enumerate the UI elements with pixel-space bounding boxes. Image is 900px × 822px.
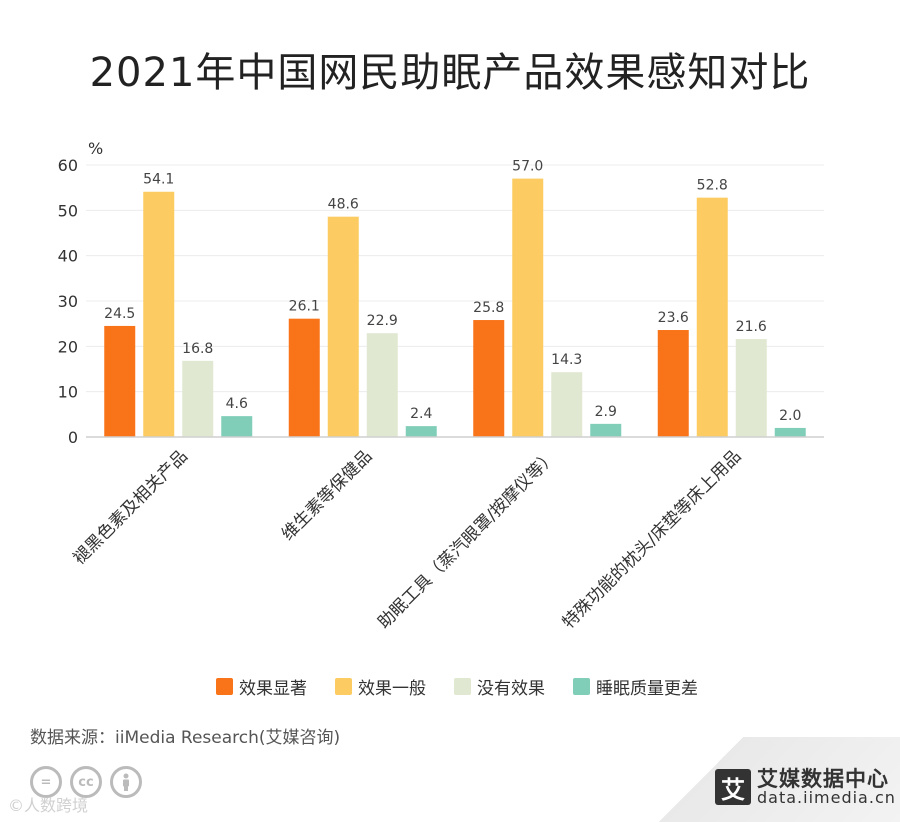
y-tick-label: 20 (58, 337, 78, 356)
data-label: 2.0 (779, 408, 801, 424)
y-tick-label: 50 (58, 201, 78, 220)
legend-item-worse-sleep[interactable]: 睡眠质量更差 (573, 674, 698, 699)
data-label: 52.8 (697, 178, 728, 194)
data-label: 48.6 (328, 197, 359, 213)
legend-swatch (335, 678, 352, 695)
bar (590, 423, 622, 437)
x-tick-label: 褪黑色素及相关产品 (69, 446, 191, 568)
data-label: 22.9 (367, 313, 398, 329)
legend-label: 效果显著 (239, 679, 307, 699)
data-label: 21.6 (736, 319, 767, 335)
data-label: 25.8 (473, 300, 504, 316)
bar (774, 427, 806, 437)
person-icon (110, 766, 142, 798)
creative-commons-icon: cc (70, 766, 102, 798)
x-tick-label: 助眠工具（蒸汽眼罩/按摩仪等） (374, 446, 560, 632)
y-tick-label: 30 (58, 292, 78, 311)
data-source: 数据来源：iiMedia Research(艾媒咨询) (30, 728, 341, 748)
brand-name: 艾媒数据中心 (757, 767, 889, 791)
legend-label: 没有效果 (477, 679, 545, 699)
x-tick-label: 维生素等保健品 (278, 446, 376, 544)
data-label: 16.8 (182, 341, 213, 357)
legend-label: 效果一般 (358, 679, 426, 699)
legend: 效果显著 效果一般 没有效果 睡眠质量更差 (216, 674, 698, 699)
y-tick-label: 10 (58, 383, 78, 402)
bar (182, 360, 214, 437)
x-tick-label: 特殊功能的枕头/床垫等床上用品 (559, 446, 745, 632)
chart-title: 2021年中国网民助眠产品效果感知对比 (89, 50, 811, 96)
y-tick-label: 40 (58, 247, 78, 266)
data-label: 57.0 (512, 159, 543, 175)
y-tick-label: 60 (58, 156, 78, 175)
data-label: 23.6 (658, 310, 689, 326)
bar (327, 216, 359, 437)
person-glyph (123, 773, 129, 791)
bar (104, 325, 136, 437)
legend-swatch (216, 678, 233, 695)
bar (405, 426, 437, 437)
license-icons: = cc (30, 766, 142, 798)
data-label: 2.9 (595, 404, 617, 420)
y-axis-unit: % (88, 139, 103, 158)
legend-item-average[interactable]: 效果一般 (335, 674, 426, 699)
legend-swatch (454, 678, 471, 695)
brand-logo-icon: 艾 (715, 769, 751, 806)
data-label: 54.1 (143, 172, 174, 188)
bar (512, 178, 544, 437)
legend-item-no-effect[interactable]: 没有效果 (454, 674, 545, 699)
equals-icon: = (30, 766, 62, 798)
brand-url: data.iimedia.cn (757, 788, 896, 808)
data-label: 24.5 (104, 306, 135, 322)
bar (696, 197, 728, 437)
bar (366, 333, 398, 437)
data-label: 26.1 (289, 299, 320, 315)
brand-background (640, 737, 900, 822)
legend-item-effective[interactable]: 效果显著 (216, 674, 307, 699)
data-label: 4.6 (226, 396, 248, 412)
brand-text: 艾媒数据中心 data.iimedia.cn (757, 768, 896, 807)
legend-swatch (573, 678, 590, 695)
bar (143, 191, 175, 437)
bar (288, 318, 320, 437)
y-tick-label: 0 (68, 428, 78, 447)
bar (551, 372, 583, 437)
data-label: 14.3 (551, 352, 582, 368)
bar (221, 416, 253, 437)
bar (735, 339, 767, 437)
legend-label: 睡眠质量更差 (596, 679, 698, 699)
bar-chart: 0 10 20 30 40 50 60% 24.5 54.1 16.8 4.6 褪黑色素及相关产品 26… (58, 139, 824, 633)
brand[interactable]: 艾 艾媒数据中心 data.iimedia.cn (715, 768, 896, 807)
bar (657, 330, 689, 437)
bar (473, 320, 505, 437)
watermark: ©人数跨境 (8, 796, 89, 815)
data-label: 2.4 (410, 406, 432, 422)
